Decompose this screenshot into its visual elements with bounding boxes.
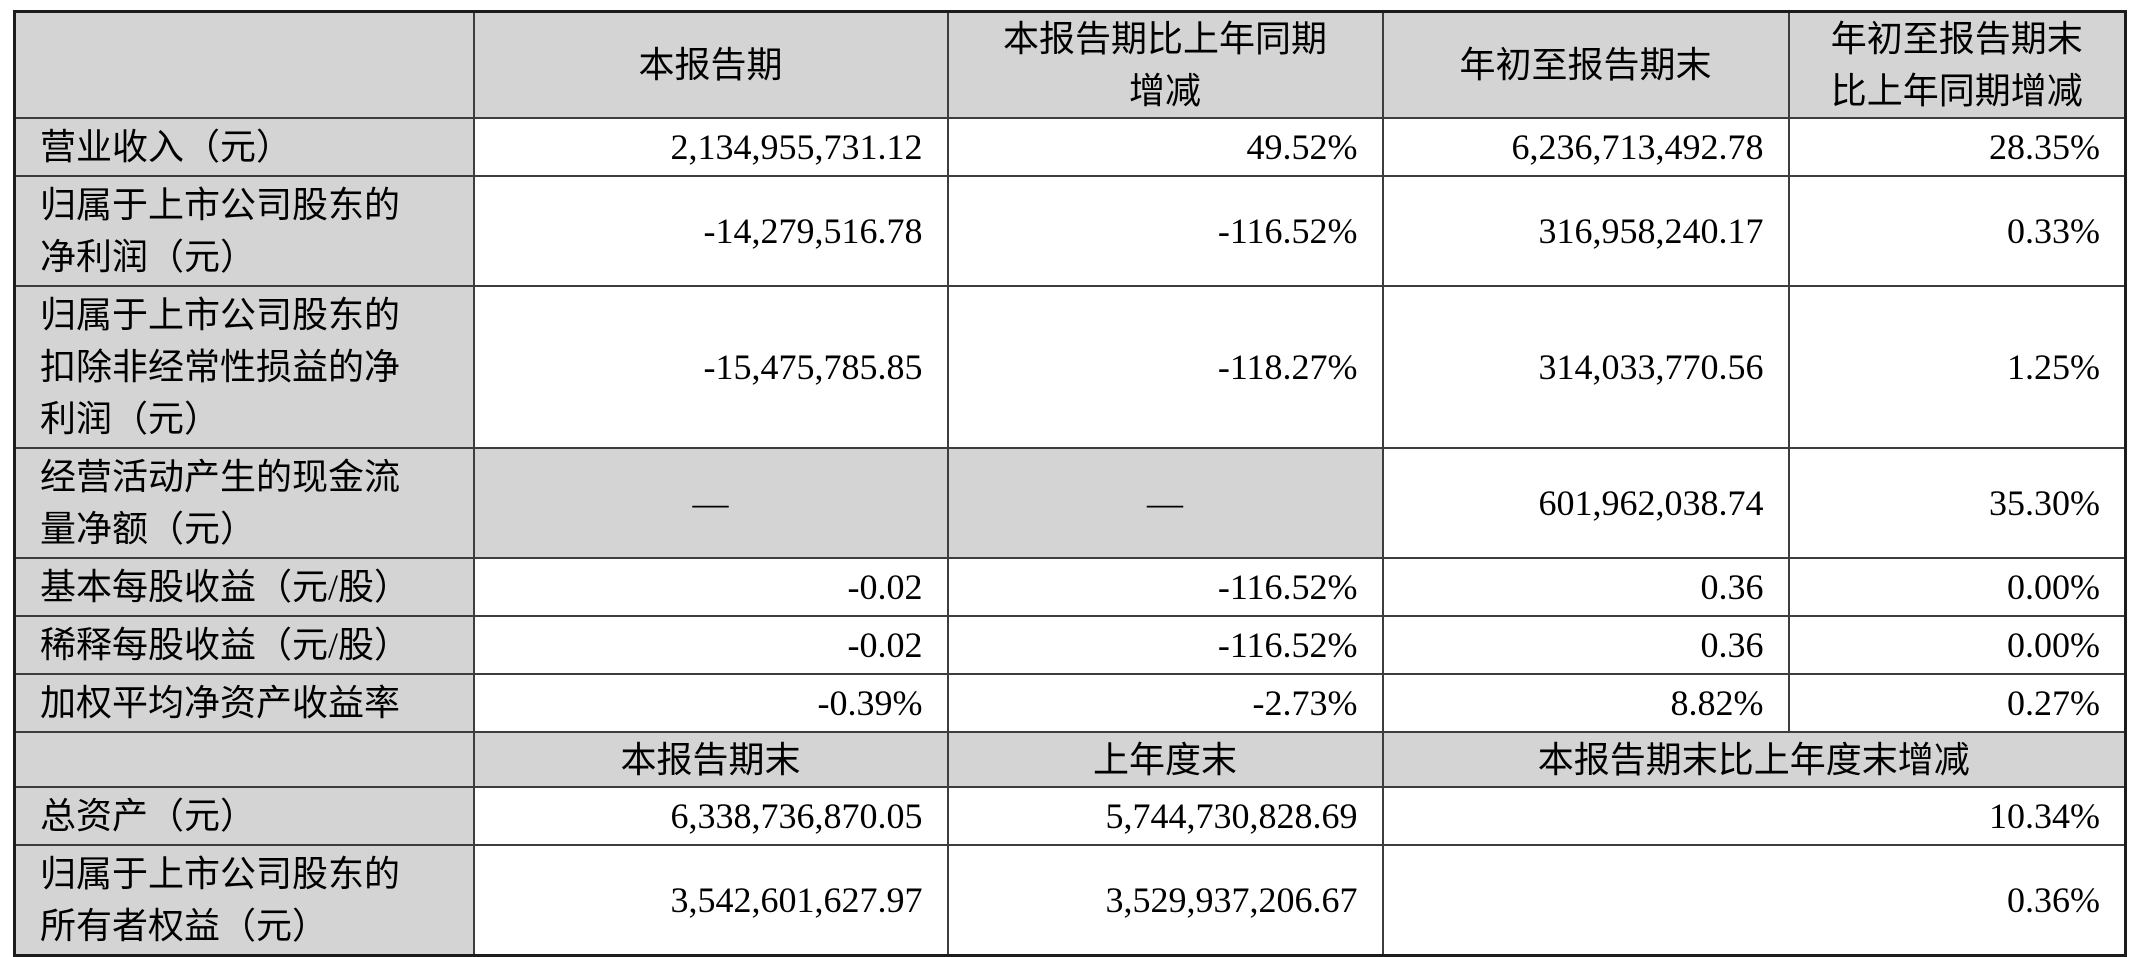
- diluted-eps-yoy: -116.52%: [946, 615, 1384, 675]
- equity-current-end: 3,542,601,627.97: [472, 844, 949, 957]
- total-assets-current-end: 6,338,736,870.05: [472, 786, 949, 846]
- revenue-ytd-yoy: 28.35%: [1787, 117, 2127, 177]
- revenue-ytd: 6,236,713,492.78: [1381, 117, 1790, 177]
- basic-eps-label: 基本每股收益（元/股）: [13, 557, 475, 617]
- total-assets-prior-end: 5,744,730,828.69: [946, 786, 1384, 846]
- subheader-blank-cell: [13, 731, 475, 788]
- operating-cash-flow-yoy-dash: —: [946, 447, 1384, 559]
- row-weighted-avg-roe: 加权平均净资产收益率 -0.39% -2.73% 8.82% 0.27%: [13, 673, 2127, 733]
- header-current-period-yoy: 本报告期比上年同期 增减: [946, 10, 1384, 119]
- diluted-eps-ytd-yoy: 0.00%: [1787, 615, 2127, 675]
- row-basic-eps: 基本每股收益（元/股） -0.02 -116.52% 0.36 0.00%: [13, 557, 2127, 617]
- diluted-eps-current: -0.02: [472, 615, 949, 675]
- row-revenue: 营业收入（元） 2,134,955,731.12 49.52% 6,236,71…: [13, 117, 2127, 177]
- net-profit-ytd: 316,958,240.17: [1381, 175, 1790, 287]
- weighted-avg-roe-ytd-yoy: 0.27%: [1787, 673, 2127, 733]
- net-profit-excl-label: 归属于上市公司股东的 扣除非经常性损益的净 利润（元）: [13, 285, 475, 449]
- row-diluted-eps: 稀释每股收益（元/股） -0.02 -116.52% 0.36 0.00%: [13, 615, 2127, 675]
- header-blank-cell: [13, 10, 475, 119]
- operating-cash-flow-ytd-yoy: 35.30%: [1787, 447, 2127, 559]
- header-row: 本报告期 本报告期比上年同期 增减 年初至报告期末 年初至报告期末 比上年同期增…: [13, 10, 2127, 119]
- net-profit-excl-ytd-yoy: 1.25%: [1787, 285, 2127, 449]
- subheader-change: 本报告期末比上年度末增减: [1381, 731, 2127, 788]
- header-ytd-yoy: 年初至报告期末 比上年同期增减: [1787, 10, 2127, 119]
- operating-cash-flow-ytd: 601,962,038.74: [1381, 447, 1790, 559]
- weighted-avg-roe-label: 加权平均净资产收益率: [13, 673, 475, 733]
- diluted-eps-label: 稀释每股收益（元/股）: [13, 615, 475, 675]
- row-operating-cash-flow: 经营活动产生的现金流 量净额（元） — — 601,962,038.74 35.…: [13, 447, 2127, 559]
- net-profit-current: -14,279,516.78: [472, 175, 949, 287]
- equity-change: 0.36%: [1381, 844, 2127, 957]
- net-profit-yoy: -116.52%: [946, 175, 1384, 287]
- basic-eps-current: -0.02: [472, 557, 949, 617]
- net-profit-excl-ytd: 314,033,770.56: [1381, 285, 1790, 449]
- subheader-current-period-end: 本报告期末: [472, 731, 949, 788]
- basic-eps-ytd: 0.36: [1381, 557, 1790, 617]
- net-profit-ytd-yoy: 0.33%: [1787, 175, 2127, 287]
- total-assets-label: 总资产（元）: [13, 786, 475, 846]
- row-net-profit-excl-nonrecurring: 归属于上市公司股东的 扣除非经常性损益的净 利润（元） -15,475,785.…: [13, 285, 2127, 449]
- subheader-row: 本报告期末 上年度末 本报告期末比上年度末增减: [13, 731, 2127, 788]
- weighted-avg-roe-current: -0.39%: [472, 673, 949, 733]
- net-profit-excl-yoy: -118.27%: [946, 285, 1384, 449]
- operating-cash-flow-current-dash: —: [472, 447, 949, 559]
- row-total-assets: 总资产（元） 6,338,736,870.05 5,744,730,828.69…: [13, 786, 2127, 846]
- equity-label: 归属于上市公司股东的 所有者权益（元）: [13, 844, 475, 957]
- revenue-current: 2,134,955,731.12: [472, 117, 949, 177]
- row-net-profit: 归属于上市公司股东的 净利润（元） -14,279,516.78 -116.52…: [13, 175, 2127, 287]
- diluted-eps-ytd: 0.36: [1381, 615, 1790, 675]
- basic-eps-ytd-yoy: 0.00%: [1787, 557, 2127, 617]
- row-equity: 归属于上市公司股东的 所有者权益（元） 3,542,601,627.97 3,5…: [13, 844, 2127, 957]
- revenue-yoy: 49.52%: [946, 117, 1384, 177]
- revenue-label: 营业收入（元）: [13, 117, 475, 177]
- header-current-period: 本报告期: [472, 10, 949, 119]
- weighted-avg-roe-ytd: 8.82%: [1381, 673, 1790, 733]
- equity-prior-end: 3,529,937,206.67: [946, 844, 1384, 957]
- weighted-avg-roe-yoy: -2.73%: [946, 673, 1384, 733]
- basic-eps-yoy: -116.52%: [946, 557, 1384, 617]
- header-ytd: 年初至报告期末: [1381, 10, 1790, 119]
- net-profit-label: 归属于上市公司股东的 净利润（元）: [13, 175, 475, 287]
- subheader-prior-year-end: 上年度末: [946, 731, 1384, 788]
- financial-summary-table: 本报告期 本报告期比上年同期 增减 年初至报告期末 年初至报告期末 比上年同期增…: [13, 10, 2127, 957]
- operating-cash-flow-label: 经营活动产生的现金流 量净额（元）: [13, 447, 475, 559]
- total-assets-change: 10.34%: [1381, 786, 2127, 846]
- net-profit-excl-current: -15,475,785.85: [472, 285, 949, 449]
